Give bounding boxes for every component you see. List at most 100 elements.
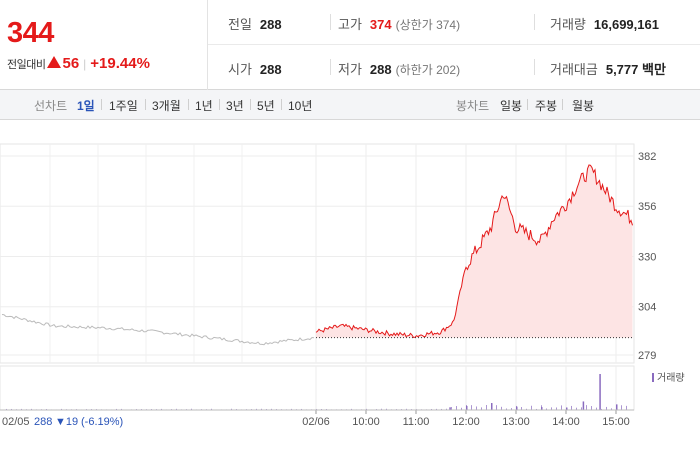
volume-bar [366,408,367,410]
x-tick-label: 11:00 [403,416,430,428]
price-summary: 344 전일대비 56 | +19.44% [0,0,208,90]
volume-bar [561,405,562,410]
quote-row-1: 전일 288 고가 374 (상한가 374) 거래량 16,699,161 [208,0,700,45]
price-chart: 382 356 330 304 279 거래량 02/06 10:00 11:00 12:00… [0,143,685,428]
divider: | [83,57,87,71]
candle-chart-label: 봉차트 [456,99,490,113]
volume-bar [386,408,387,410]
volume-bar [481,407,482,410]
tab-3year[interactable]: 3년 [226,99,244,113]
tab-daily-candle[interactable]: 일봉 [500,99,523,113]
volume-bar [621,405,622,410]
divider [534,14,535,30]
upper-limit: (상한가 374) [395,18,461,32]
volume-bar [501,406,502,410]
y-tick-label: 279 [638,350,656,362]
volume-bar [551,407,552,410]
volume-bar [451,407,452,410]
divider [527,99,528,110]
volume-bar [581,407,582,410]
horizontal-grid [0,155,634,356]
footer-prev-rate: (-6.19%) [81,416,123,428]
high-cell: 고가 374 (상한가 374) [338,14,460,33]
volume-bar [381,408,382,410]
tab-10year[interactable]: 10년 [288,99,313,113]
volume-bar [436,408,437,410]
tab-3month[interactable]: 3개월 [152,99,181,113]
divider [250,99,251,110]
low-label: 저가 [338,62,362,77]
volume-bar [21,408,22,410]
volume-label: 거래량 [550,17,586,32]
volume-bar [626,405,627,410]
volume-bar [476,406,477,410]
divider [562,99,563,110]
volume-bar [256,408,257,410]
divider [145,99,146,110]
volume-bar [31,408,32,410]
x-axis: 02/06 10:00 11:00 12:00 13:00 14:00 15:00 [0,409,634,428]
volume-bar [506,408,507,410]
volume-bar [301,408,302,410]
volume-bar [540,407,543,410]
x-tick-label: 15:00 [602,416,630,428]
x-tick-label: 02/06 [302,416,330,428]
footer-prev-change: ▼19 [55,416,78,428]
x-tick-label: 14:00 [552,416,580,428]
volume-bar [536,408,537,410]
volume-bar [211,408,212,410]
divider [188,99,189,110]
volume-bar [599,374,601,410]
volume-cell: 거래량 16,699,161 [550,14,659,33]
vertical-grid [49,144,617,363]
price-change: 전일대비 56 | +19.44% [7,55,150,72]
change-rate: +19.44% [90,55,150,72]
volume-bar [582,401,585,410]
tab-weekly-candle[interactable]: 주봉 [535,99,558,113]
volume-bar [486,405,487,410]
volume-bar [465,405,468,410]
volume-bar [406,408,407,410]
volume-bar [471,405,472,410]
x-tick-label: 10:00 [352,416,380,428]
change-label: 전일대비 [7,59,46,71]
prev-day-line [1,314,315,346]
tab-5year[interactable]: 5년 [257,99,275,113]
volume-bar [556,407,557,410]
volume-bar [161,408,162,410]
tab-monthly-candle[interactable]: 월봉 [572,99,595,113]
y-tick-label: 330 [638,251,656,263]
y-tick-label: 382 [638,151,656,163]
lower-limit: (하한가 202) [395,63,461,77]
y-tick-label: 304 [638,302,656,314]
volume-bar [261,408,262,410]
volume-bar [449,407,451,410]
volume-legend-swatch [652,373,654,382]
low-value: 288 [369,62,392,77]
volume-bar [511,408,512,410]
line-chart-label: 선차트 [34,99,68,113]
volume-bar [176,408,177,410]
volume-bar [61,408,62,410]
volume-bar [191,408,192,410]
tab-1week[interactable]: 1주일 [109,99,138,113]
volume-bar [565,407,568,410]
tab-1day[interactable]: 1일 [77,99,95,113]
divider [101,99,102,110]
volume-bar [586,405,587,410]
volume-bar [546,408,547,410]
volume-bar [271,408,272,410]
volume-bar [461,407,462,410]
volume-bar [446,408,447,410]
open-label: 시가 [228,62,252,77]
volume-bar [441,408,442,410]
volume-bar [596,407,597,410]
volume-value: 16,699,161 [593,17,659,32]
low-cell: 저가 288 (하한가 202) [338,59,460,78]
tab-1year[interactable]: 1년 [195,99,213,113]
volume-bar [526,408,527,410]
amount-label: 거래대금 [550,62,598,77]
volume-bar [591,406,592,410]
volume-bar [611,408,612,410]
quote-details: 전일 288 고가 374 (상한가 374) 거래량 16,699,161 시가 288… [208,0,700,90]
